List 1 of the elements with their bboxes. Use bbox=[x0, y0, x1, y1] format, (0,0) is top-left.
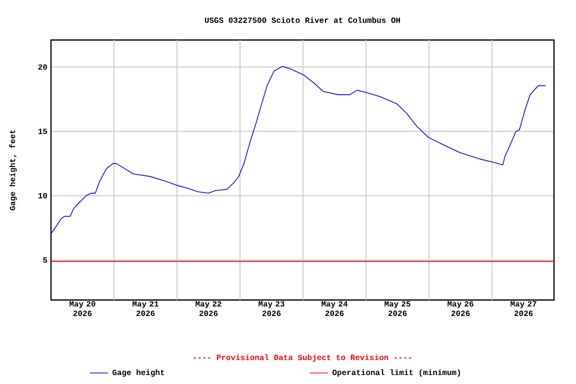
line-series bbox=[51, 66, 546, 234]
